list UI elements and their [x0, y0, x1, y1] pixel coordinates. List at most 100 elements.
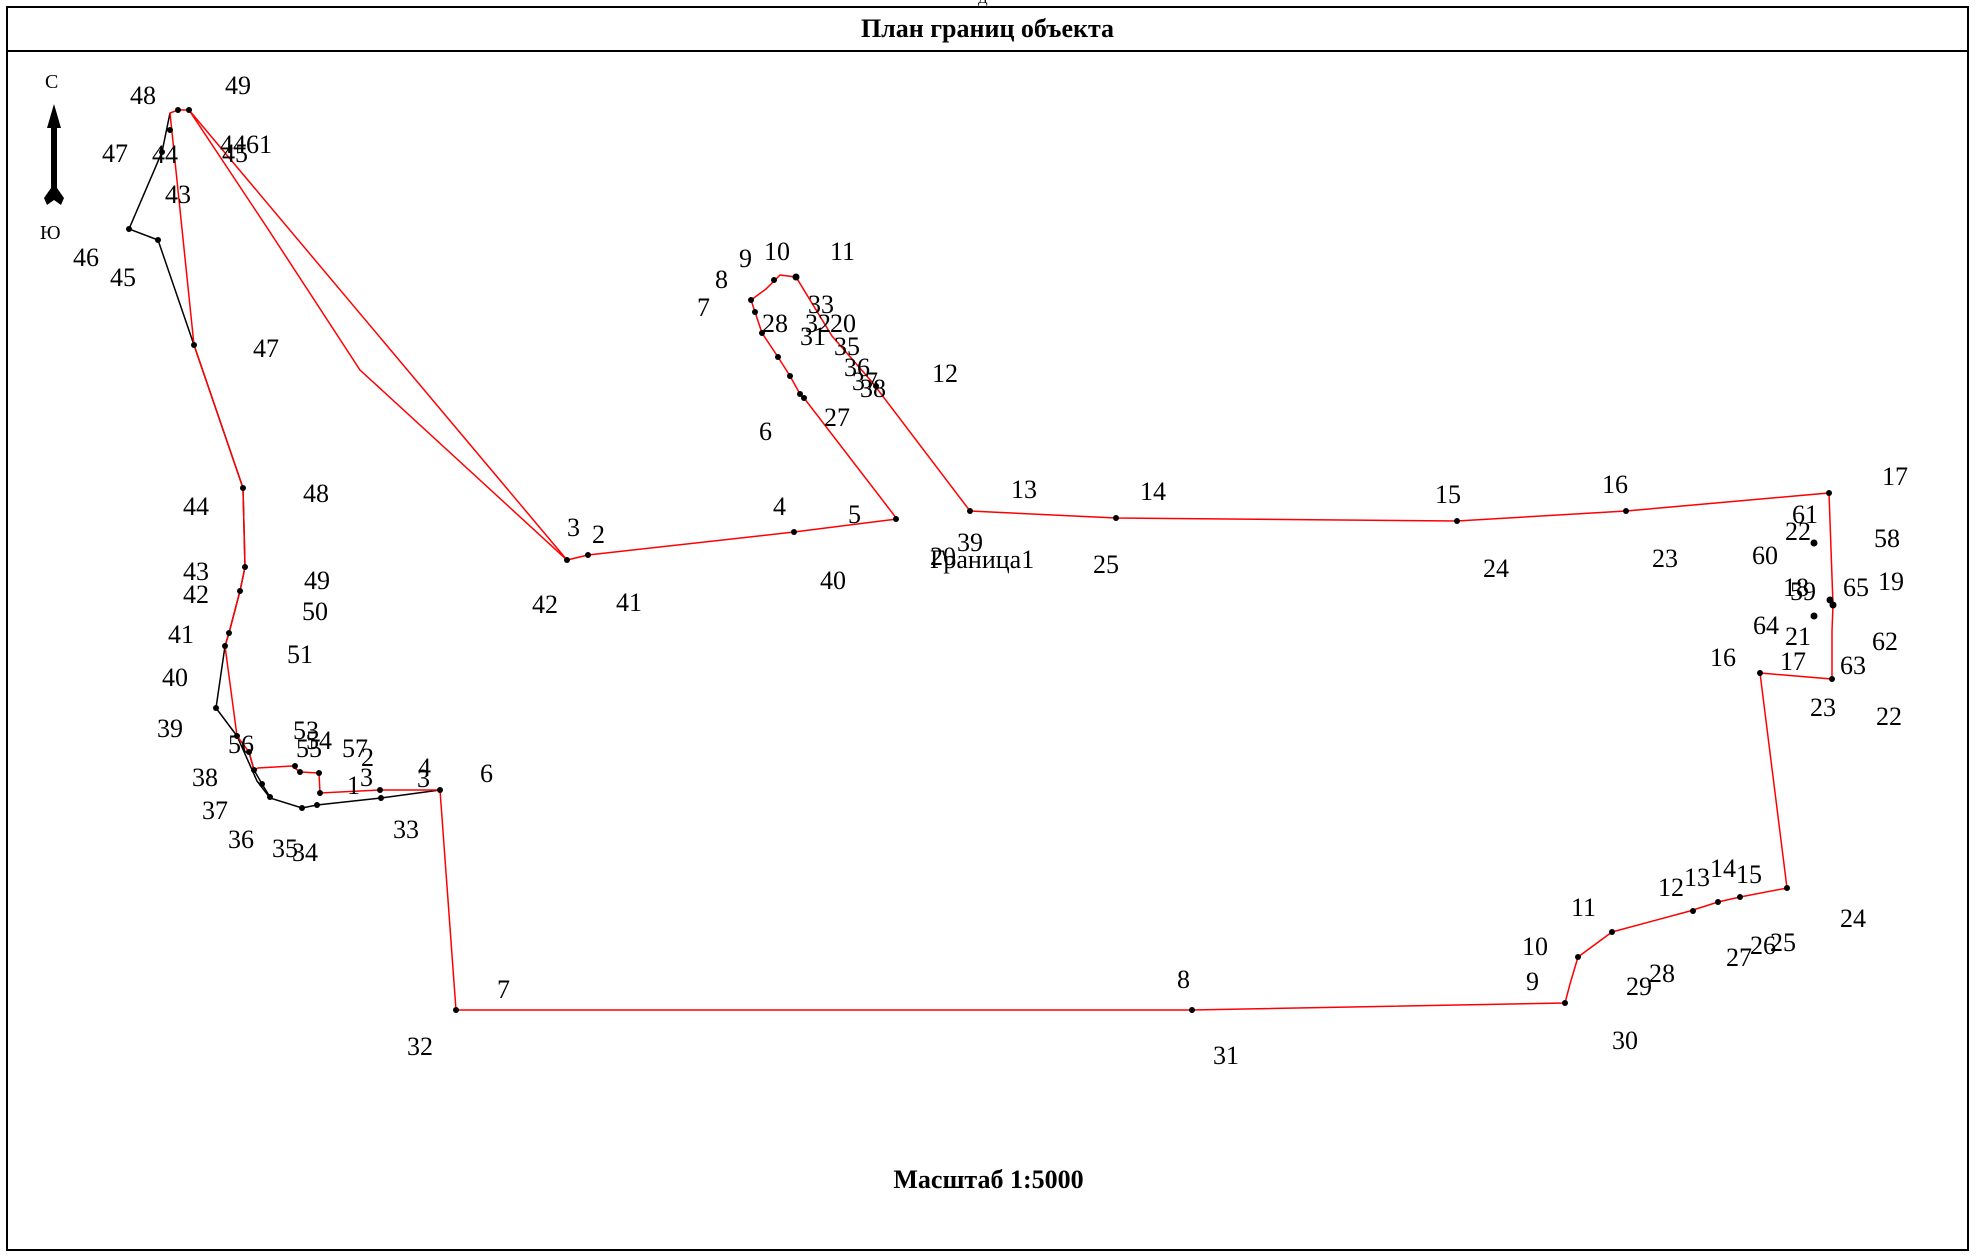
vertex	[752, 309, 758, 315]
arrow-shape	[44, 104, 64, 205]
point-label: 49	[225, 71, 251, 100]
point-label: 25	[1093, 550, 1119, 579]
point-label: 23	[1810, 693, 1836, 722]
point-label: 11	[1571, 893, 1596, 922]
vertex	[1609, 929, 1615, 935]
vertex	[267, 794, 273, 800]
secondary-contour	[128, 112, 441, 809]
compass-north-label: С	[45, 71, 58, 93]
vertex	[175, 107, 181, 113]
point-label: 57	[342, 734, 368, 763]
vertex	[259, 781, 265, 787]
vertex	[237, 588, 243, 594]
point-label: 40	[820, 566, 846, 595]
point-label: 39	[157, 714, 183, 743]
point-label: 62	[1872, 627, 1898, 656]
point-label: 56	[228, 730, 254, 759]
point-label: 27	[824, 403, 850, 432]
point-label: 24	[1483, 554, 1509, 583]
point-label: 48	[130, 81, 156, 110]
point-label: 20	[930, 542, 956, 571]
point-label: 17	[1780, 647, 1806, 676]
point-label: 27	[1726, 943, 1752, 972]
point-label: 65	[1843, 573, 1869, 602]
point-label: 61	[1792, 500, 1818, 529]
map-frame: План границ объекта	[6, 6, 1969, 1251]
vertex	[1562, 1000, 1568, 1006]
vertex	[791, 529, 797, 535]
point-label: 18	[1783, 573, 1809, 602]
point-label: 15	[1435, 480, 1461, 509]
point-label: 48	[303, 479, 329, 508]
vertex	[564, 557, 570, 563]
point-label: 43	[165, 180, 191, 209]
point-label: 2	[592, 520, 605, 549]
point-label: 35	[834, 332, 860, 361]
vertex	[585, 552, 591, 558]
point-label: 6	[480, 759, 493, 788]
point-label: 55	[296, 734, 322, 763]
vertex	[787, 373, 793, 379]
point-label: 31	[1213, 1041, 1239, 1070]
vertex	[453, 1007, 459, 1013]
point-label: 4461	[220, 130, 272, 159]
point-label: 32	[805, 309, 831, 338]
vertex	[1575, 954, 1581, 960]
vertex	[748, 297, 754, 303]
vertex	[1113, 515, 1119, 521]
vertex	[126, 226, 132, 232]
vertex	[1690, 908, 1696, 914]
vertex	[1826, 596, 1834, 604]
point-label: 42	[532, 590, 558, 619]
point-label: 1	[347, 771, 360, 800]
vertex	[1757, 670, 1763, 676]
vertex	[213, 705, 219, 711]
point-label: 37	[202, 796, 228, 825]
point-label: 60	[1752, 541, 1778, 570]
point-label: 12	[1658, 873, 1684, 902]
vertex	[967, 508, 973, 514]
point-label: 36	[228, 825, 254, 854]
vertex	[159, 149, 165, 155]
point-label: 16	[1602, 470, 1628, 499]
vertex	[378, 795, 384, 801]
point-label: 10	[764, 237, 790, 266]
point-label: 47	[253, 334, 279, 363]
point-label: 7	[497, 975, 510, 1004]
vertex	[222, 643, 228, 649]
point-label: 25	[1770, 928, 1796, 957]
point-label: 54	[306, 726, 332, 755]
point-label: 34	[292, 838, 318, 867]
point-label: 8	[1177, 965, 1190, 994]
point-label: 31	[800, 322, 826, 351]
vertex	[377, 787, 383, 793]
point-label: 51	[287, 640, 313, 669]
point-label: 53	[293, 716, 319, 745]
vertex	[251, 767, 257, 773]
top-fragment: Д	[978, 0, 988, 8]
scale-label: Масштаб 1:5000	[893, 1165, 1084, 1194]
point-label: 3	[567, 513, 580, 542]
page-title: План границ объекта	[8, 8, 1967, 52]
compass-south-label: Ю	[40, 222, 61, 244]
point-label: 46	[73, 243, 99, 272]
point-label: 4	[773, 492, 786, 521]
point-label: 33	[393, 815, 419, 844]
point-label: 3	[360, 763, 373, 792]
point-label: 29	[1626, 972, 1652, 1001]
point-label: 3	[417, 764, 430, 793]
point-label: 63	[1840, 651, 1866, 680]
point-label: 45	[222, 139, 248, 168]
point-label: 23	[1652, 544, 1678, 573]
vertex	[1810, 539, 1818, 547]
vertex	[797, 391, 803, 397]
point-label: 47	[102, 139, 128, 168]
vertex	[316, 770, 322, 776]
vertex	[1189, 1007, 1195, 1013]
point-label: 16	[1710, 643, 1736, 672]
vertex	[226, 630, 232, 636]
point-label: 32	[407, 1032, 433, 1061]
vertex	[1829, 676, 1835, 682]
point-label: 14	[1140, 477, 1166, 506]
